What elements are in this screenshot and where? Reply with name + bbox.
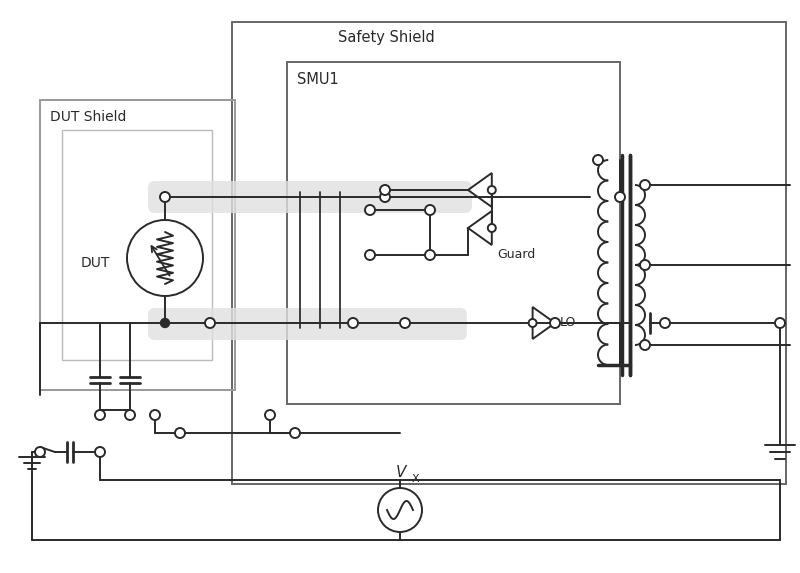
Circle shape — [529, 319, 537, 327]
Circle shape — [425, 250, 435, 260]
Circle shape — [380, 185, 390, 195]
Text: V: V — [396, 465, 406, 480]
Circle shape — [125, 410, 135, 420]
Text: DUT: DUT — [81, 256, 110, 270]
Bar — [40, 100, 235, 390]
Circle shape — [640, 340, 650, 350]
Text: Safety Shield: Safety Shield — [338, 30, 434, 45]
FancyBboxPatch shape — [148, 308, 467, 340]
Circle shape — [615, 192, 625, 202]
Circle shape — [775, 318, 785, 328]
Circle shape — [365, 205, 375, 215]
Text: DUT Shield: DUT Shield — [50, 110, 126, 124]
Circle shape — [640, 260, 650, 270]
Bar — [232, 22, 786, 484]
Circle shape — [161, 319, 170, 328]
Circle shape — [205, 318, 215, 328]
Text: Guard: Guard — [497, 248, 535, 261]
Circle shape — [425, 205, 435, 215]
Circle shape — [160, 192, 170, 202]
Circle shape — [488, 224, 496, 232]
Circle shape — [348, 318, 358, 328]
Circle shape — [175, 428, 185, 438]
Circle shape — [127, 220, 203, 296]
Text: X: X — [412, 474, 420, 484]
Circle shape — [95, 410, 105, 420]
Bar — [287, 62, 620, 404]
Circle shape — [593, 155, 603, 165]
Circle shape — [378, 488, 422, 532]
Circle shape — [35, 447, 45, 457]
Circle shape — [400, 318, 410, 328]
Text: SMU1: SMU1 — [297, 72, 338, 87]
Bar — [62, 130, 212, 360]
Circle shape — [290, 428, 300, 438]
Circle shape — [95, 447, 105, 457]
Circle shape — [550, 318, 560, 328]
Circle shape — [640, 180, 650, 190]
Circle shape — [265, 410, 275, 420]
Circle shape — [660, 318, 670, 328]
Text: LO: LO — [560, 316, 576, 329]
FancyBboxPatch shape — [148, 181, 472, 213]
Circle shape — [365, 250, 375, 260]
Circle shape — [488, 186, 496, 194]
Circle shape — [150, 410, 160, 420]
Circle shape — [380, 192, 390, 202]
